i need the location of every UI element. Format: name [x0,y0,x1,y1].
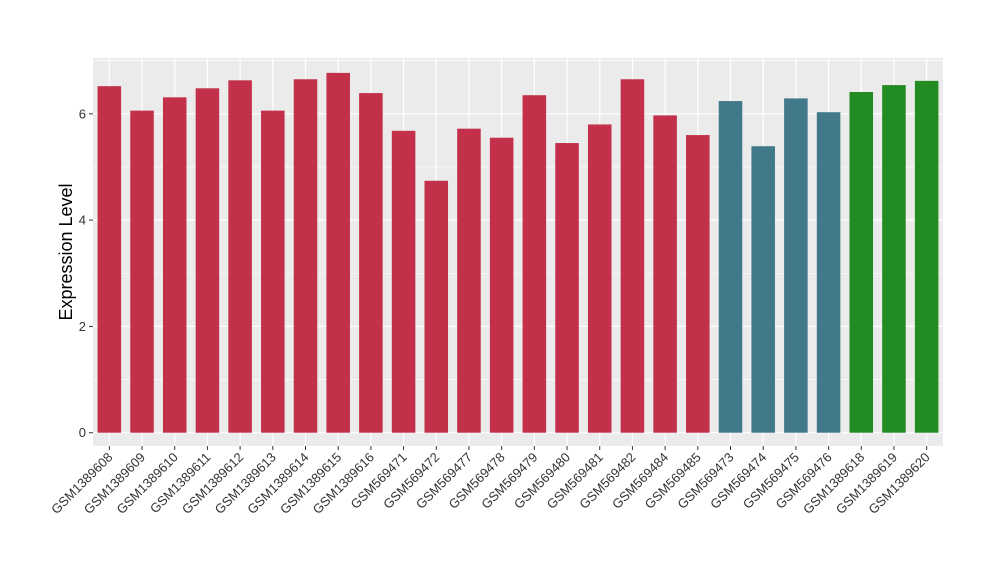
bar-GSM569473 [718,101,743,433]
bar-GSM1389618 [849,92,874,433]
bar-GSM1389616 [359,93,383,433]
bar-GSM569481 [587,124,612,433]
bar-GSM1389614 [293,79,318,433]
plot-panel [93,58,943,446]
bar-GSM569485 [686,135,710,433]
bar-GSM569477 [457,128,481,433]
bar-GSM1389608 [97,86,122,433]
bar-GSM569478 [489,137,514,433]
bar-GSM1389620 [914,80,939,433]
y-tick-label: 0 [79,425,86,440]
bar-GSM569471 [391,130,416,433]
bar-GSM569484 [653,115,677,433]
bar-GSM569479 [522,95,547,433]
bar-GSM1389615 [326,72,350,433]
bar-GSM569480 [555,143,579,433]
y-tick-label: 6 [79,106,86,121]
bar-GSM569474 [751,146,775,433]
y-axis: 0 2 4 6 [79,106,93,440]
bar-GSM1389610 [162,97,187,433]
x-axis: GSM1389608GSM1389609GSM1389610GSM1389611… [48,446,933,517]
bar-GSM569476 [816,112,841,433]
y-axis-title: Expression Level [56,183,76,320]
bar-GSM1389612 [228,80,252,433]
bar-GSM1389619 [882,85,906,433]
bar-GSM1389609 [130,110,154,433]
bar-GSM569482 [620,79,645,433]
y-tick-label: 2 [79,319,86,334]
bar-GSM1389611 [195,88,220,433]
y-tick-label: 4 [79,213,86,228]
bar-GSM569475 [784,98,808,433]
bar-GSM1389613 [261,110,285,433]
bars [97,72,939,433]
bar-GSM569472 [424,180,449,433]
